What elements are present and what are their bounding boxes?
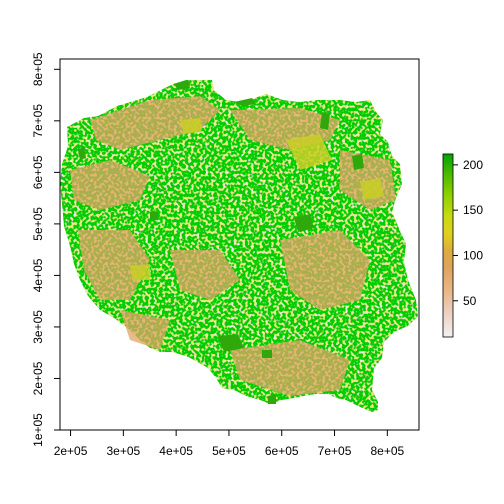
legend-colorbar (442, 153, 454, 338)
y-axis: 1e+05 2e+05 3e+05 4e+05 5e+05 6e+05 7e+05 8e+05 (31, 52, 61, 447)
land-cover-green (78, 80, 364, 404)
x-axis: 2e+05 3e+05 4e+05 5e+05 6e+05 7e+05 8e+05 (54, 429, 405, 458)
y-tick-label: 3e+05 (31, 310, 45, 344)
y-tick-label: 2e+05 (31, 361, 45, 395)
x-tick-label: 7e+05 (318, 444, 352, 458)
legend-tick-label: 150 (463, 203, 483, 217)
x-tick-label: 6e+05 (265, 444, 299, 458)
land-cover-yellow (130, 118, 384, 280)
x-tick-label: 2e+05 (54, 444, 88, 458)
y-tick-label: 1e+05 (31, 413, 45, 447)
legend-tick-label: 200 (463, 158, 483, 172)
x-tick-label: 8e+05 (370, 444, 404, 458)
x-tick-label: 3e+05 (107, 444, 141, 458)
x-tick-label: 4e+05 (159, 444, 193, 458)
y-tick-label: 8e+05 (31, 52, 45, 86)
legend-ticks: 50 100 150 200 (453, 158, 483, 308)
y-tick-label: 4e+05 (31, 258, 45, 292)
legend-tick-label: 50 (463, 294, 477, 308)
legend-tick-label: 100 (463, 248, 483, 262)
x-tick-label: 5e+05 (212, 444, 246, 458)
y-tick-label: 5e+05 (31, 207, 45, 241)
y-tick-label: 7e+05 (31, 104, 45, 138)
y-tick-label: 6e+05 (31, 155, 45, 189)
color-legend: 50 100 150 200 (442, 153, 483, 338)
